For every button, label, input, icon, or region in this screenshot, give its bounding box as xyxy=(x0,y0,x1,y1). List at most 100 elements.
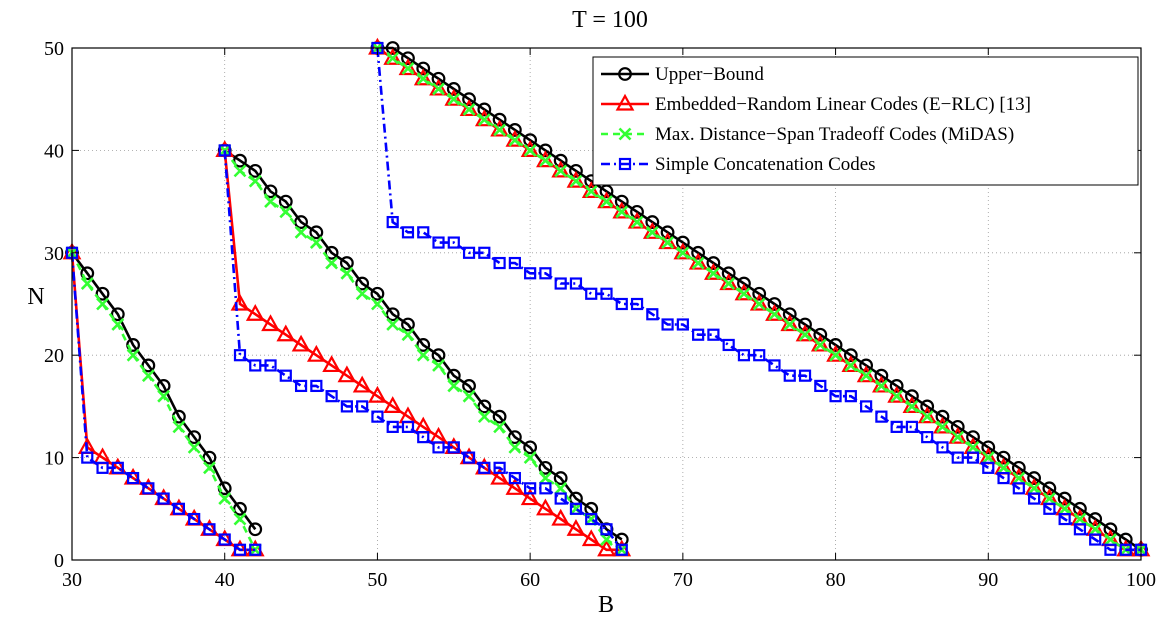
data-point xyxy=(111,318,125,331)
data-point xyxy=(1057,491,1072,506)
data-point xyxy=(982,461,995,474)
data-point xyxy=(615,543,628,556)
data-point xyxy=(203,461,216,475)
chart-title: T = 100 xyxy=(572,7,648,33)
data-point xyxy=(493,420,507,434)
data-point xyxy=(218,533,231,546)
data-point xyxy=(874,368,889,383)
data-point xyxy=(263,184,278,199)
data-point xyxy=(187,440,201,454)
data-point xyxy=(585,287,598,300)
data-point xyxy=(889,379,904,393)
data-point xyxy=(706,256,721,270)
data-point xyxy=(446,82,461,96)
legend-label: Simple Concatenation Codes xyxy=(655,154,876,175)
data-point xyxy=(859,369,873,383)
data-point xyxy=(276,324,296,342)
data-point xyxy=(768,359,781,372)
data-point xyxy=(508,256,521,270)
data-point xyxy=(278,194,293,209)
data-point xyxy=(661,318,674,331)
data-point xyxy=(401,317,415,332)
data-point xyxy=(539,482,552,495)
data-point xyxy=(462,246,476,259)
data-point xyxy=(233,164,247,178)
legend-item: Max. Distance−Span Tradeoff Codes (MiDAS… xyxy=(601,124,1014,145)
data-point xyxy=(737,349,751,362)
data-point xyxy=(585,512,598,526)
data-point xyxy=(1011,460,1026,475)
data-point xyxy=(110,307,125,322)
data-point xyxy=(538,460,553,475)
data-point xyxy=(843,348,858,363)
x-tick-label: 40 xyxy=(215,569,235,591)
data-point xyxy=(1103,522,1118,537)
data-point xyxy=(401,226,415,239)
data-point xyxy=(478,246,491,259)
data-point xyxy=(782,307,797,322)
y-tick-label: 50 xyxy=(44,38,64,60)
data-point xyxy=(645,225,659,239)
data-point xyxy=(627,211,647,229)
data-point xyxy=(492,409,507,424)
data-point xyxy=(1089,533,1102,546)
data-point xyxy=(398,58,418,76)
data-point xyxy=(490,119,509,137)
data-point xyxy=(600,195,613,209)
data-point xyxy=(172,420,186,434)
data-point xyxy=(520,488,540,506)
data-point xyxy=(1027,471,1041,485)
data-point xyxy=(386,420,399,433)
data-point xyxy=(447,236,460,249)
data-point xyxy=(462,92,476,107)
data-point xyxy=(157,389,171,403)
data-point xyxy=(798,317,812,332)
data-point xyxy=(1073,512,1087,526)
data-point xyxy=(1058,512,1071,526)
data-point xyxy=(646,308,659,321)
data-point xyxy=(966,430,980,445)
data-point xyxy=(505,478,525,495)
data-point xyxy=(950,419,965,434)
data-point xyxy=(798,328,812,342)
data-point xyxy=(1027,481,1041,495)
series-layer xyxy=(62,37,1151,557)
data-point xyxy=(508,471,521,485)
data-point xyxy=(536,498,555,516)
data-point xyxy=(554,277,567,290)
data-point xyxy=(554,164,568,178)
legend-marker xyxy=(615,93,635,111)
data-point xyxy=(462,389,476,403)
data-point xyxy=(477,102,492,117)
data-point xyxy=(401,62,415,75)
data-point xyxy=(417,431,430,444)
data-point xyxy=(737,276,751,291)
x-tick-label: 30 xyxy=(62,569,82,591)
data-point xyxy=(538,143,553,158)
legend-marker xyxy=(618,67,632,81)
data-point xyxy=(291,334,311,352)
data-point xyxy=(203,523,216,536)
legend-item: Simple Concatenation Codes xyxy=(601,154,876,175)
data-point xyxy=(523,451,537,465)
x-tick-label: 60 xyxy=(520,569,540,591)
data-point xyxy=(1088,512,1103,526)
data-point xyxy=(737,287,751,301)
data-point xyxy=(386,318,400,331)
data-point xyxy=(813,327,828,342)
data-point xyxy=(188,512,201,526)
data-point xyxy=(783,318,797,331)
legend-marker xyxy=(618,127,632,141)
y-tick-label: 10 xyxy=(44,448,64,470)
data-point xyxy=(324,245,339,260)
data-point xyxy=(692,328,705,341)
data-point xyxy=(722,338,735,352)
data-point xyxy=(157,492,170,505)
data-point xyxy=(352,375,372,393)
data-point xyxy=(218,144,231,157)
data-point xyxy=(96,461,109,474)
data-point xyxy=(844,390,857,403)
data-point xyxy=(524,482,537,495)
x-tick-label: 90 xyxy=(978,569,998,591)
